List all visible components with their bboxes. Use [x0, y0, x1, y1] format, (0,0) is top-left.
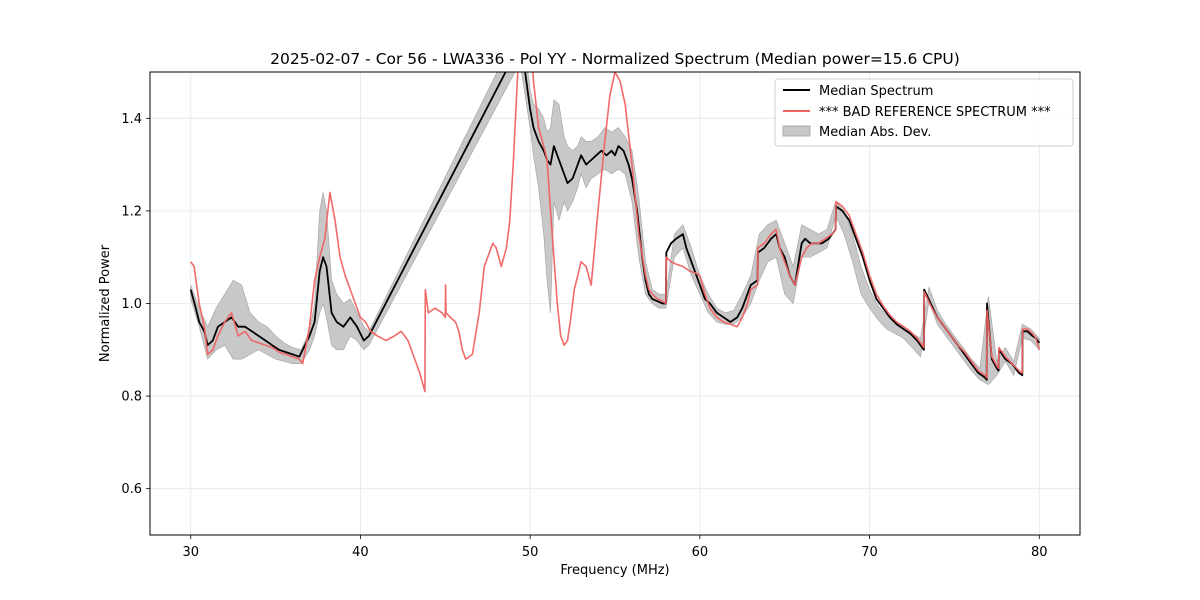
x-tick-label: 70 [861, 545, 878, 560]
x-axis-label: Frequency (MHz) [560, 563, 669, 578]
legend-label-mad: Median Abs. Dev. [819, 125, 931, 140]
median-spectrum-line [189, 72, 1041, 381]
x-tick-label: 30 [182, 545, 199, 560]
axis-ticks: 30 40 50 60 70 80 0.6 0.8 1.0 1.2 1.4 [121, 112, 1047, 560]
y-tick-label: 1.2 [121, 204, 142, 219]
x-tick-label: 40 [352, 545, 369, 560]
y-tick-label: 0.6 [121, 482, 142, 497]
x-tick-label: 80 [1031, 545, 1048, 560]
legend-box [774, 78, 1074, 147]
x-tick-label: 50 [522, 545, 539, 560]
legend-label-median: Median Spectrum [819, 84, 933, 99]
y-tick-label: 1.0 [121, 297, 142, 312]
legend: Median Spectrum *** BAD REFERENCE SPECTR… [774, 78, 1074, 147]
reference-spectrum-line [190, 72, 1041, 393]
legend-label-reference: *** BAD REFERENCE SPECTRUM *** [819, 105, 1051, 120]
y-tick-label: 0.8 [121, 390, 142, 405]
x-tick-label: 60 [692, 545, 709, 560]
y-tick-label: 1.4 [121, 112, 142, 127]
y-axis-label: Normalized Power [98, 244, 113, 362]
chart-title: 2025-02-07 - Cor 56 - LWA336 - Pol YY - … [270, 50, 960, 68]
legend-swatch-mad [782, 125, 811, 137]
series-line-layer [189, 72, 1041, 393]
